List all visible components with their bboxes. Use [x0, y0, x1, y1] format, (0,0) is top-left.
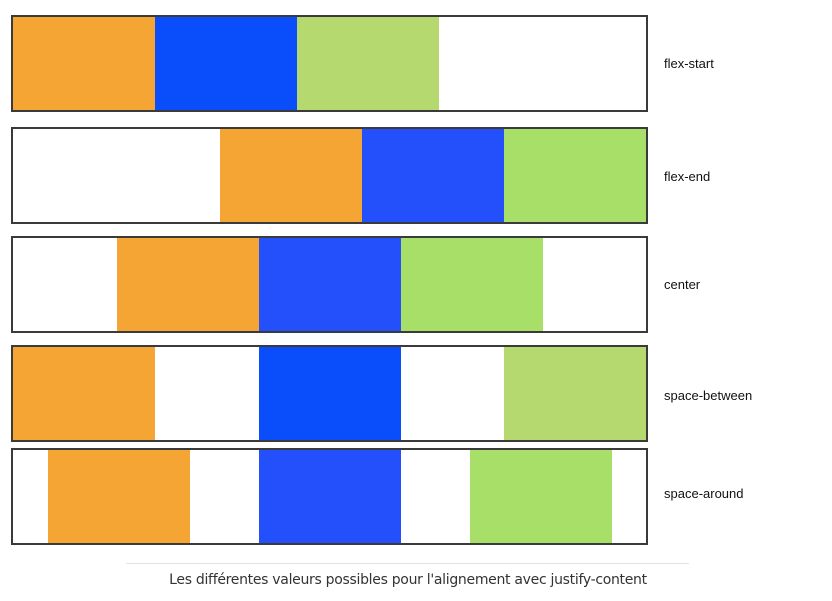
- flex-container: [11, 448, 648, 545]
- flex-item-3: [504, 129, 646, 222]
- flex-item-2: [258, 347, 401, 440]
- row-label-space-around: space-around: [664, 486, 744, 501]
- flex-item-2: [258, 238, 401, 331]
- figure-caption: Les différentes valeurs possibles pour l…: [169, 572, 647, 588]
- row-flex-end: [11, 127, 648, 224]
- row-label-center: center: [664, 277, 701, 292]
- row-space-between: [11, 345, 648, 442]
- flex-container: [11, 127, 648, 224]
- flex-item-1: [47, 450, 190, 543]
- row-center: [11, 236, 648, 333]
- caption-divider: [126, 563, 689, 564]
- flex-item-1: [220, 129, 362, 222]
- flex-item-2: [155, 17, 297, 110]
- flex-item-3: [297, 17, 439, 110]
- flex-item-2: [258, 450, 401, 543]
- row-label-space-between: space-between: [664, 388, 753, 403]
- row-flex-start: [11, 15, 648, 112]
- flex-container: [11, 236, 648, 333]
- flex-container: [11, 15, 648, 112]
- row-label-flex-end: flex-end: [664, 169, 711, 184]
- row-label-flex-start: flex-start: [664, 56, 714, 71]
- flex-item-1: [116, 238, 259, 331]
- flex-item-3: [504, 347, 646, 440]
- flex-item-2: [362, 129, 504, 222]
- flex-item-1: [13, 347, 155, 440]
- flex-item-1: [13, 17, 155, 110]
- flex-item-3: [400, 238, 543, 331]
- row-space-around: [11, 448, 648, 545]
- flex-item-3: [469, 450, 612, 543]
- flex-container: [11, 345, 648, 442]
